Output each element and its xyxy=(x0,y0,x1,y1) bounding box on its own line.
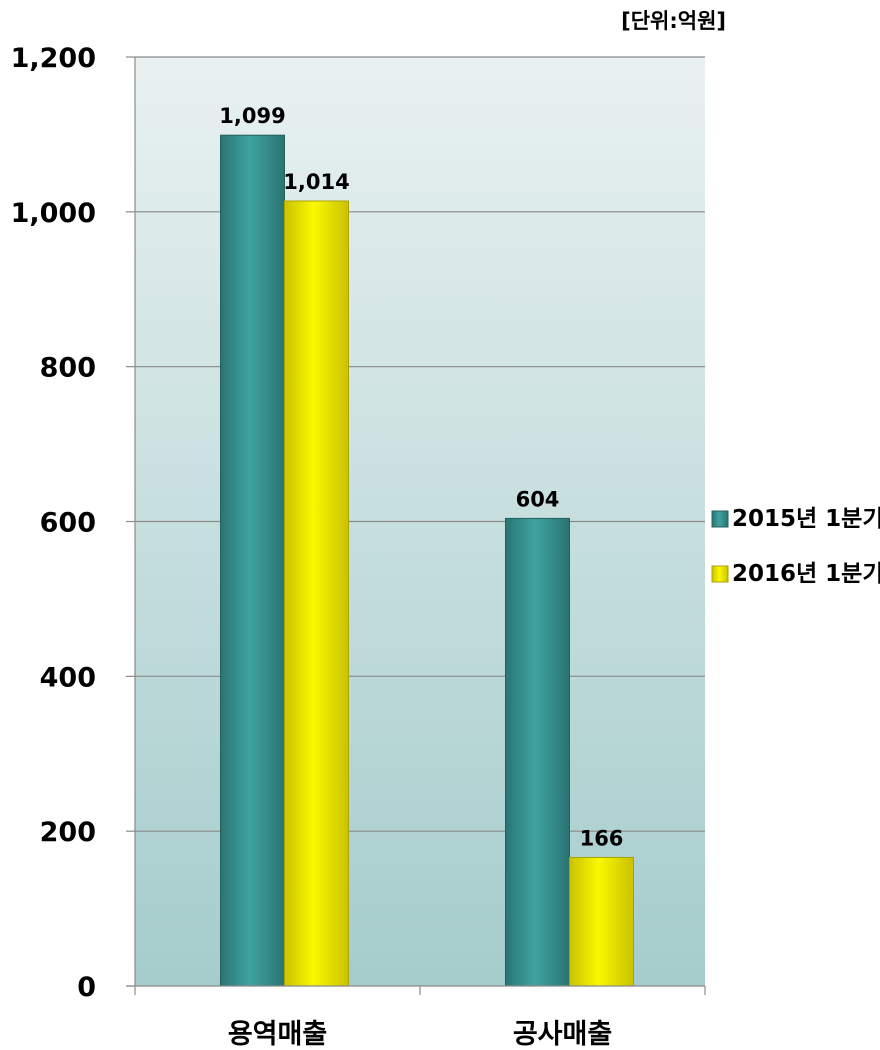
bar xyxy=(220,134,285,987)
bar xyxy=(284,200,349,987)
y-tick-label: 400 xyxy=(40,662,96,693)
bar xyxy=(569,856,634,987)
legend-label: 2016년 1분기 xyxy=(732,561,880,587)
data-label: 1,014 xyxy=(283,170,349,194)
unit-label: [단위:억원] xyxy=(621,9,726,33)
x-category-label: 공사매출 xyxy=(513,1019,612,1050)
legend-swatch xyxy=(711,565,729,583)
bar xyxy=(505,517,570,987)
data-label: 166 xyxy=(580,826,624,850)
y-tick-label: 0 xyxy=(77,972,96,1003)
legend-label: 2015년 1분기 xyxy=(732,506,880,532)
legend-swatch xyxy=(711,510,729,528)
y-tick-label: 200 xyxy=(40,817,96,848)
y-tick-label: 1,200 xyxy=(11,43,96,74)
x-category-label: 용역매출 xyxy=(228,1019,327,1050)
data-label: 604 xyxy=(516,487,560,511)
data-label: 1,099 xyxy=(219,104,285,128)
y-tick-label: 800 xyxy=(40,353,96,384)
y-tick-label: 1,000 xyxy=(11,198,96,229)
y-tick-label: 600 xyxy=(40,508,96,539)
